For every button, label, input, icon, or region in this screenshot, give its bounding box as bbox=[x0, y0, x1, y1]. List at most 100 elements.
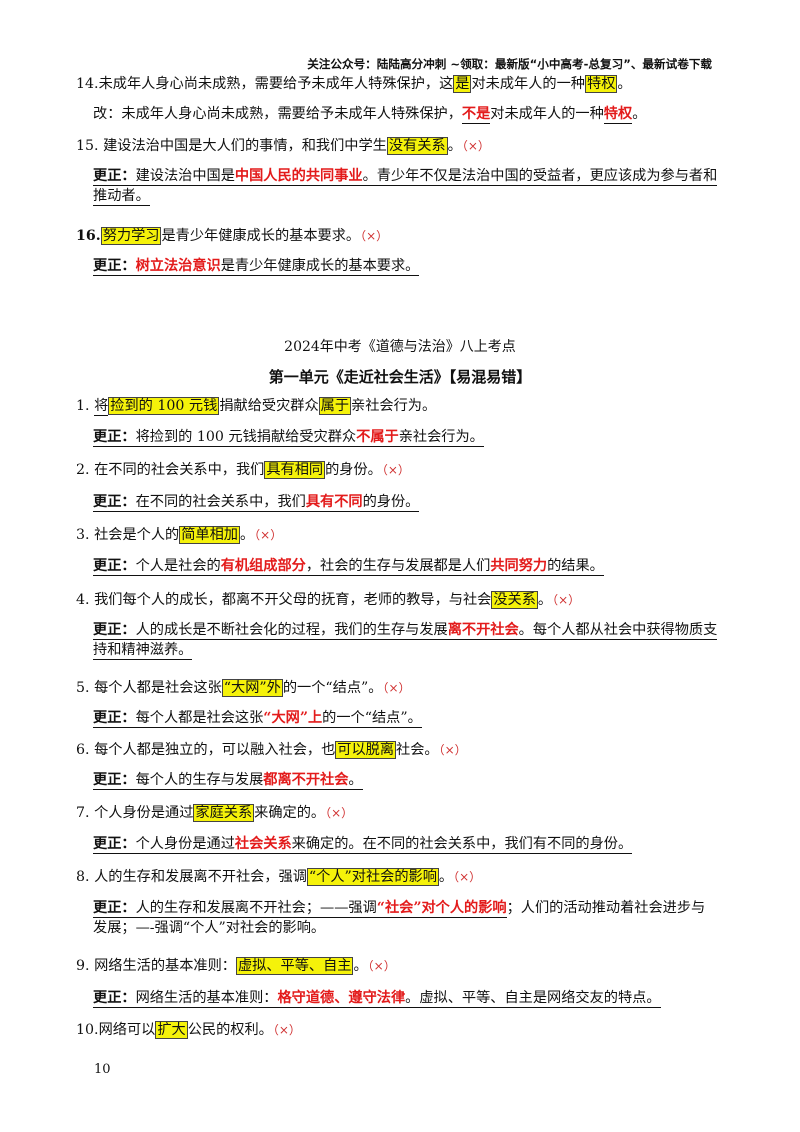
correction-label: 更正： bbox=[93, 990, 136, 1006]
item-text: 对未成年人的一种 bbox=[490, 106, 604, 122]
question-10: 10.网络可以 扩大 公民的权利。（×） bbox=[76, 1020, 724, 1040]
corrected-term: 共同努力 bbox=[490, 558, 548, 574]
question-1: 1. 将捡到的 100 元钱 捐献给受灾群众 属于 亲社会行为。 bbox=[76, 396, 724, 416]
item-number: 8. bbox=[76, 869, 90, 885]
item-text: 的结果。 bbox=[547, 558, 604, 574]
highlighted-error: 可以脱离 bbox=[335, 741, 397, 759]
question-7-correction: 更正：个人身份是通过社会关系来确定的。在不同的社会关系中，我们有不同的身份。 bbox=[93, 834, 718, 854]
highlighted-error: 特权 bbox=[585, 75, 618, 93]
item-text: 每个人的生存与发展 bbox=[135, 772, 264, 788]
item-number: 15. bbox=[76, 138, 99, 154]
corrected-term: 都离不开社会 bbox=[263, 772, 349, 788]
item-text: 。 bbox=[447, 138, 462, 154]
highlighted-error: 属于 bbox=[318, 397, 352, 415]
item-number: 14. bbox=[76, 76, 99, 92]
question-2: 2. 在不同的社会关系中，我们 具有相同 的身份。（×） bbox=[76, 460, 724, 480]
correction-label: 更正： bbox=[93, 772, 136, 788]
item-text: ，社会的生存与发展都是人们 bbox=[305, 558, 491, 574]
corrected-term: 特权 bbox=[603, 106, 633, 124]
question-7: 7. 个人身份是通过 家庭关系 来确定的。（×） bbox=[76, 803, 724, 823]
item-number: 7. bbox=[76, 805, 90, 821]
item-15: 15. 建设法治中国是大人们的事情，和我们中学生 没有关系 。（×） bbox=[76, 136, 724, 156]
wrong-mark: （×） bbox=[453, 870, 482, 884]
item-text: 的一个“结点”。 bbox=[322, 710, 422, 726]
correction-label: 更正： bbox=[93, 900, 136, 918]
question-8-correction: 更正：人的生存和发展离不开社会；——强调“社会”对个人的影响；人们的活动推动着社… bbox=[93, 898, 718, 938]
question-3: 3. 社会是个人的 简单相加 。（×） bbox=[76, 525, 724, 545]
page-number: 10 bbox=[94, 1062, 111, 1077]
item-text: 网络生活的基本准则： bbox=[94, 958, 236, 974]
item-text: 。 bbox=[438, 869, 454, 885]
highlighted-error: 是 bbox=[453, 75, 472, 93]
corrected-term: 中国人民的共同事业 bbox=[234, 168, 363, 184]
highlighted-error: 虚拟、平等、自主 bbox=[235, 957, 354, 975]
highlighted-error: “个人”对社会的影响 bbox=[306, 868, 439, 886]
corrected-term: 格守道德、遵守法律 bbox=[277, 990, 406, 1006]
item-text: 公民的权利。 bbox=[187, 1022, 273, 1038]
item-text: 。 bbox=[617, 76, 632, 92]
question-8: 8. 人的生存和发展离不开社会，强调 “个人”对社会的影响 。（×） bbox=[76, 867, 724, 887]
highlighted-error: 具有相同 bbox=[264, 461, 326, 479]
wrong-mark: （×） bbox=[382, 681, 411, 695]
highlighted-error: 扩大 bbox=[155, 1021, 188, 1039]
item-text: 在不同的社会关系中，我们 bbox=[135, 494, 306, 510]
corrected-term: 具有不同 bbox=[305, 494, 363, 510]
item-text: 将捡到的 100 元钱捐献给受灾群众 bbox=[135, 429, 357, 445]
item-text: 。 bbox=[353, 958, 368, 974]
highlighted-error: 家庭关系 bbox=[193, 804, 255, 822]
item-text: 的身份。 bbox=[325, 462, 382, 478]
corrected-term: 离不开社会 bbox=[447, 622, 519, 638]
question-4: 4. 我们每个人的成长，都离不开父母的抚育，老师的教导，与社会 没关系 。（×） bbox=[76, 590, 724, 610]
item-text: ；人们的活动推动着社会进步与发展；—-强调“个人”对社会的影响。 bbox=[93, 900, 706, 936]
question-3-correction: 更正：个人是社会的有机组成部分，社会的生存与发展都是人们共同努力的结果。 bbox=[93, 556, 718, 576]
item-number: 6. bbox=[76, 742, 90, 758]
item-text: 人的生存和发展离不开社会，强调 bbox=[94, 869, 307, 885]
item-text: 的身份。 bbox=[362, 494, 420, 510]
item-text: 改：未成年人身心尚未成熟，需要给予未成年人特殊保护， bbox=[93, 106, 462, 122]
item-text: 网络生活的基本准则： bbox=[135, 990, 278, 1006]
corrected-term: 不属于 bbox=[356, 429, 399, 445]
question-6-correction: 更正：每个人的生存与发展都离不开社会。 bbox=[93, 770, 718, 790]
highlighted-error: 没关系 bbox=[491, 591, 538, 609]
wrong-mark: （×） bbox=[461, 139, 490, 153]
correction-label: 更正： bbox=[93, 558, 136, 574]
item-text: 是青少年健康成长的基本要求。 bbox=[161, 228, 361, 244]
correction-label: 更正： bbox=[93, 168, 136, 184]
item-number: 1. bbox=[76, 398, 90, 414]
highlighted-error: 捡到的 100 元钱 bbox=[108, 397, 220, 415]
item-text: 。每个人都从社会中获得物质支持和精神滋养。 bbox=[93, 622, 718, 658]
question-4-correction: 更正：人的成长是不断社会化的过程，我们的生存与发展离不开社会。每个人都从社会中获… bbox=[93, 620, 718, 660]
item-text: 人的生存和发展离不开社会；——强调 bbox=[135, 900, 377, 918]
correction-label: 更正： bbox=[93, 258, 136, 274]
item-text: 个人身份是通过 bbox=[135, 836, 235, 852]
wrong-mark: （×） bbox=[438, 743, 467, 757]
unit-subtitle: 第一单元《走近社会生活》【易混易错】 bbox=[268, 368, 532, 386]
item-16: 16. 努力学习 是青少年健康成长的基本要求。（×） bbox=[76, 226, 724, 246]
item-text: 每个人都是社会这张 bbox=[94, 680, 222, 696]
item-text: 是青少年健康成长的基本要求。 bbox=[220, 258, 420, 274]
wrong-mark: （×） bbox=[325, 806, 354, 820]
item-number: 9. bbox=[76, 958, 90, 974]
item-text: 个人身份是通过 bbox=[94, 805, 194, 821]
item-text: 。 bbox=[537, 592, 553, 608]
wrong-mark: （×） bbox=[552, 593, 581, 607]
item-text: 。 bbox=[239, 527, 255, 543]
correction-label: 更正： bbox=[93, 836, 136, 852]
item-text: 每个人都是独立的，可以融入社会，也 bbox=[94, 742, 336, 758]
item-14: 14.未成年人身心尚未成熟，需要给予未成年人特殊保护，这是对未成年人的一种 特权。 bbox=[76, 74, 724, 94]
question-9: 9. 网络生活的基本准则： 虚拟、平等、自主 。（×） bbox=[76, 956, 724, 976]
item-text: 对未成年人的一种 bbox=[471, 76, 585, 92]
corrected-term: “社会”对个人的影响 bbox=[376, 900, 507, 918]
item-text: 未成年人身心尚未成熟，需要给予未成年人特殊保护，这 bbox=[98, 76, 454, 92]
wrong-mark: （×） bbox=[381, 463, 410, 477]
item-text: 。青少年不仅是法治中国的受益者，更应该成为参与者和推动者。 bbox=[93, 168, 718, 204]
corrected-term: 不是 bbox=[461, 106, 491, 124]
question-2-correction: 更正：在不同的社会关系中，我们具有不同的身份。 bbox=[93, 492, 718, 512]
wrong-mark: （×） bbox=[272, 1023, 301, 1037]
section-title: 2024年中考《道德与法治》八上考点 bbox=[284, 339, 516, 355]
item-15-correction: 更正：建设法治中国是中国人民的共同事业。青少年不仅是法治中国的受益者，更应该成为… bbox=[93, 166, 718, 206]
page-header: 关注公众号：陆陆高分冲刺 ~领取：最新版“小中高考-总复习”、最新试卷下载 bbox=[307, 57, 712, 71]
question-5: 5. 每个人都是社会这张 “大网”外 的一个“结点”。（×） bbox=[76, 678, 724, 698]
item-text: 亲社会行为。 bbox=[351, 398, 437, 414]
highlighted-error: 没有关系 bbox=[386, 137, 448, 155]
